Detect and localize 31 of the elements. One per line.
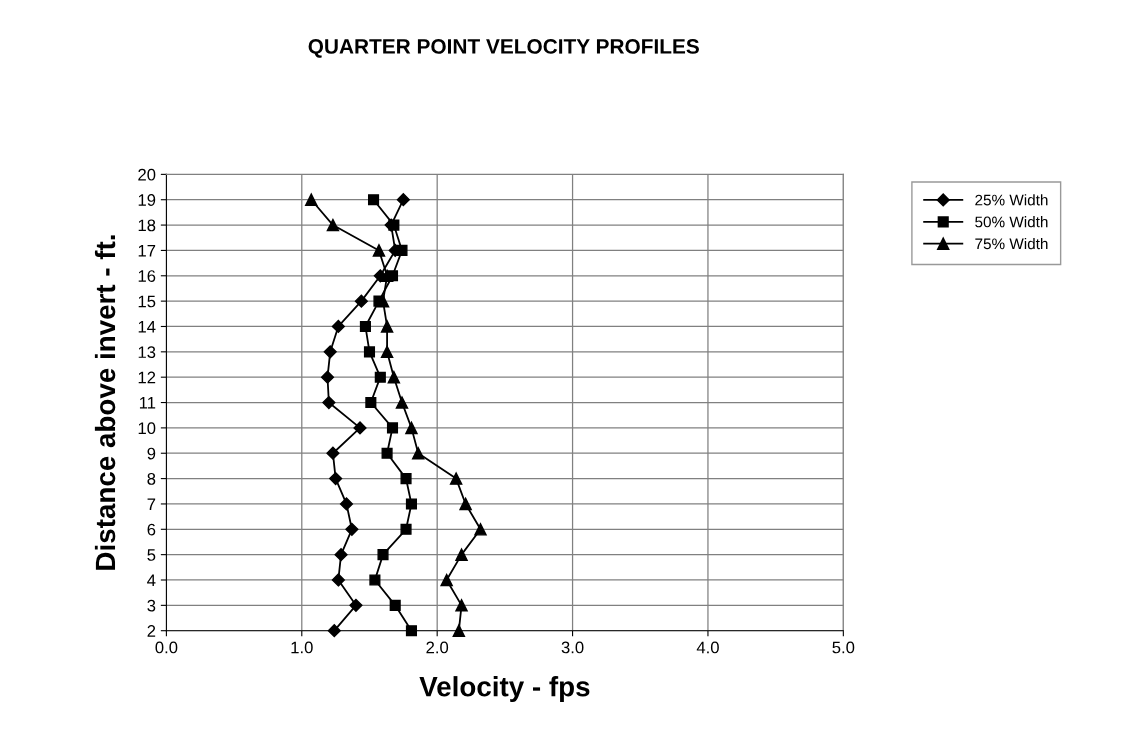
legend-label: 75% Width xyxy=(975,237,1048,250)
y-tick-label: 16 xyxy=(138,270,156,282)
legend-label: 50% Width xyxy=(975,216,1048,228)
y-tick-label: 8 xyxy=(147,472,156,485)
y-tick-label: 9 xyxy=(147,447,156,460)
x-tick-label: 3.0 xyxy=(561,641,584,654)
y-tick-label: 19 xyxy=(138,194,156,206)
y-tick-label: 2 xyxy=(147,625,156,637)
legend-label: 25% Width xyxy=(975,194,1048,206)
x-tick-label: 1.0 xyxy=(291,641,313,654)
y-tick-label: 7 xyxy=(147,498,156,510)
x-tick-label: 2.0 xyxy=(426,641,449,654)
y-tick-label: 6 xyxy=(147,523,156,536)
y-axis-title: Distance above invert - ft. xyxy=(94,235,116,570)
y-tick-label: 18 xyxy=(138,219,156,232)
y-tick-label: 4 xyxy=(147,574,156,587)
y-tick-label: 15 xyxy=(138,295,156,308)
chart-title: QUARTER POINT VELOCITY PROFILES xyxy=(308,39,699,58)
x-tick-label: 4.0 xyxy=(696,641,719,654)
y-tick-label: 3 xyxy=(147,599,156,612)
x-axis-title: Velocity - fps xyxy=(419,676,590,702)
y-tick-label: 12 xyxy=(138,371,156,384)
y-tick-label: 5 xyxy=(147,549,156,561)
x-tick-label: 5.0 xyxy=(832,641,855,654)
y-tick-label: 11 xyxy=(139,397,156,409)
y-tick-label: 17 xyxy=(138,245,156,257)
y-tick-label: 14 xyxy=(138,321,156,333)
y-tick-label: 20 xyxy=(138,168,156,181)
x-tick-label: 0.0 xyxy=(155,641,178,654)
y-tick-label: 10 xyxy=(138,422,156,435)
y-tick-label: 13 xyxy=(138,346,156,359)
